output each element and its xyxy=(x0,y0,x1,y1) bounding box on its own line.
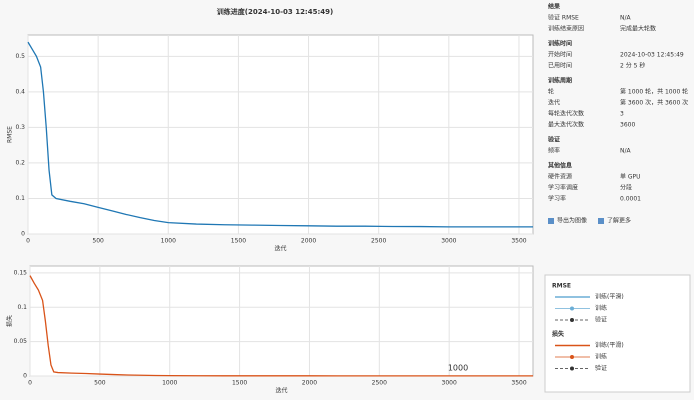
y-axis-label: 损失 xyxy=(6,315,14,327)
field-value: N/A xyxy=(620,15,632,22)
field-label: 开始时间 xyxy=(548,51,572,59)
legend-heading: RMSE xyxy=(552,283,571,290)
legend-marker xyxy=(570,318,574,322)
x-axis-label: 迭代 xyxy=(275,387,287,395)
x-tick-label: 1000 xyxy=(162,380,177,387)
section-heading: 其他信息 xyxy=(548,162,572,170)
x-axis-label: 迭代 xyxy=(274,245,286,253)
field-value: 2 分 5 秒 xyxy=(620,62,645,70)
y-tick-label: 0.1 xyxy=(17,304,27,311)
button-icon[interactable] xyxy=(548,218,554,224)
x-tick-label: 1500 xyxy=(232,380,247,387)
legend-box xyxy=(544,274,691,393)
x-tick-label: 500 xyxy=(92,238,104,245)
title: 训练进度(2024-10-03 12:45:49) xyxy=(217,7,333,16)
x-tick-label: 2000 xyxy=(301,238,316,245)
field-label: 验证 RMSE xyxy=(548,14,579,22)
series-line xyxy=(29,275,533,377)
field-label: 学习率 xyxy=(548,195,566,203)
y-tick-label: 0 xyxy=(23,373,27,380)
plot-area xyxy=(29,265,534,377)
x-tick-label: 3000 xyxy=(442,380,457,387)
legend-entry: 训练 xyxy=(595,304,607,312)
y-tick-label: 0 xyxy=(21,231,25,238)
field-value: 第 3600 次，共 3600 次 xyxy=(620,99,688,107)
button-icon[interactable] xyxy=(598,218,604,224)
legend-entry: 训练 xyxy=(595,353,607,361)
field-value: 3600 xyxy=(620,122,635,129)
legend-marker xyxy=(570,306,574,311)
y-tick-label: 0.2 xyxy=(15,159,25,166)
plot-area xyxy=(27,34,534,235)
x-tick-label: 0 xyxy=(26,238,30,245)
field-value: 单 GPU xyxy=(620,173,641,181)
field-label: 轮 xyxy=(548,88,554,96)
field-label: 训练结束原因 xyxy=(548,25,584,33)
section-heading: 验证 xyxy=(548,136,560,144)
y-tick-label: 0.3 xyxy=(15,124,25,131)
section-heading: 训练周期 xyxy=(548,77,572,85)
field-label: 硬件资源 xyxy=(548,173,572,181)
field-label: 已用时间 xyxy=(548,62,572,70)
x-tick-label: 3500 xyxy=(511,380,526,387)
legend-entry: 验证 xyxy=(595,364,607,372)
button[interactable]: 了解更多 xyxy=(607,217,631,225)
field-value: 3 xyxy=(620,111,624,118)
x-tick-label: 3000 xyxy=(441,238,456,245)
section-heading: 结果 xyxy=(548,3,560,11)
x-tick-label: 2500 xyxy=(372,380,387,387)
field-value: 2024-10-03 12:45:49 xyxy=(620,52,684,59)
x-tick-label: 1000 xyxy=(161,238,176,245)
field-label: 频率 xyxy=(548,147,560,155)
y-tick-label: 0.05 xyxy=(14,338,28,345)
field-value: 分段 xyxy=(620,184,632,192)
field-label: 学习率调度 xyxy=(548,184,578,192)
field-label: 最大迭代次数 xyxy=(548,121,584,129)
legend-marker xyxy=(570,366,574,371)
y-tick-label: 0.4 xyxy=(15,88,25,95)
y-axis-label: RMSE xyxy=(7,126,14,143)
legend-heading: 损失 xyxy=(552,330,565,338)
field-value: N/A xyxy=(620,148,632,155)
field-value: 完成最大轮数 xyxy=(620,25,656,33)
x-tick-label: 0 xyxy=(28,380,32,387)
legend-entry: 训练(平滑) xyxy=(595,293,624,301)
y-tick-label: 0.5 xyxy=(15,53,25,60)
legend-entry: 训练(平滑) xyxy=(595,341,624,349)
x-tick-label: 3500 xyxy=(511,238,526,245)
legend-entry: 验证 xyxy=(595,316,607,324)
x-tick-label: 2000 xyxy=(302,380,317,387)
y-tick-label: 0.15 xyxy=(14,269,28,276)
field-label: 每轮迭代次数 xyxy=(548,110,584,118)
x-tick-label: 1500 xyxy=(231,238,246,245)
x-tick-label: 500 xyxy=(94,380,106,387)
y-tick-label: 0.1 xyxy=(15,195,25,202)
x-tick-label: 2500 xyxy=(371,238,386,245)
annotation: 1000 xyxy=(448,364,468,373)
field-value: 0.0001 xyxy=(620,196,641,203)
section-heading: 训练时间 xyxy=(548,40,572,48)
button[interactable]: 导出为图像 xyxy=(557,217,587,225)
field-value: 第 1000 轮，共 1000 轮 xyxy=(620,88,688,96)
series-line xyxy=(27,41,533,228)
legend-marker xyxy=(570,355,574,359)
field-label: 迭代 xyxy=(548,99,560,107)
